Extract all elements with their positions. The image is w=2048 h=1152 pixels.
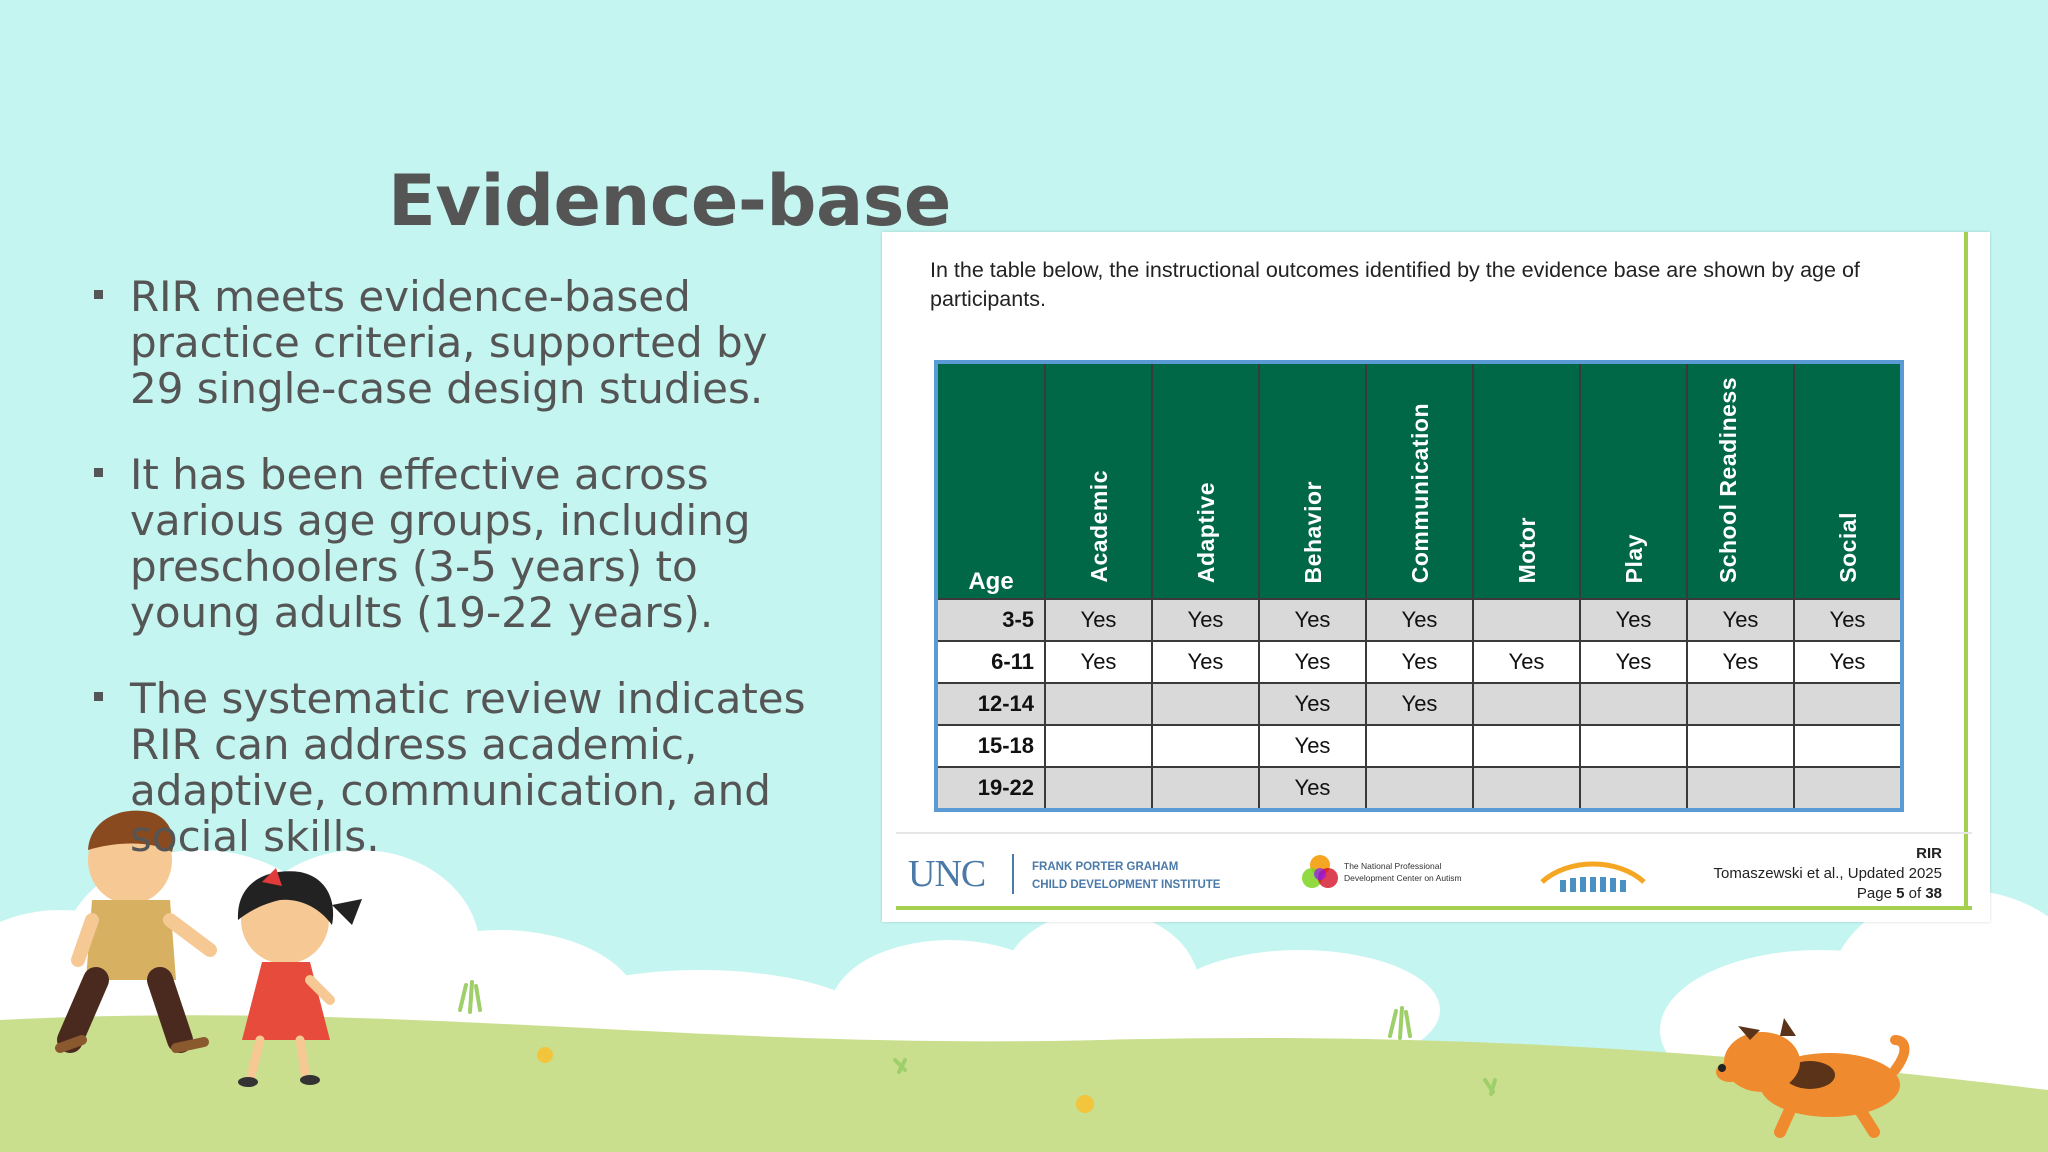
table-row: 3-5 Yes Yes Yes Yes Yes Yes Yes <box>935 598 1903 642</box>
table-cell: Yes <box>1151 598 1260 642</box>
table-cell <box>1793 724 1903 768</box>
table-cell: Yes <box>1579 598 1688 642</box>
outcomes-table: Age Academic Adaptive Behavior Communica… <box>934 360 1904 812</box>
fpg-line-1: FRANK PORTER GRAHAM <box>1032 861 1179 873</box>
table-cell: Yes <box>1472 640 1581 684</box>
table-cell: Yes <box>1365 682 1474 726</box>
table-row: 6-11 Yes Yes Yes Yes Yes Yes Yes Yes <box>935 640 1903 684</box>
header-school-readiness: School Readiness <box>1686 361 1795 600</box>
unc-logo-divider <box>1012 854 1014 894</box>
table-cell <box>1472 724 1581 768</box>
table-cell <box>1579 766 1688 811</box>
page-indicator: Page 5 of 38 <box>1856 885 1942 902</box>
bullet-item-3: The systematic review indicates RIR can … <box>90 676 830 860</box>
boy-illustration <box>55 810 217 1053</box>
age-cell: 3-5 <box>935 598 1046 642</box>
table-cell: Yes <box>1044 640 1153 684</box>
table-cell <box>1151 766 1260 811</box>
document-excerpt: In the table below, the instructional ou… <box>882 232 1990 922</box>
npdc-line-1: The National Professional <box>1344 861 1442 871</box>
header-age: Age <box>935 361 1046 600</box>
table-cell <box>1365 766 1474 811</box>
table-cell <box>1044 724 1153 768</box>
age-cell: 6-11 <box>935 640 1046 684</box>
table-cell <box>1365 724 1474 768</box>
table-cell: Yes <box>1579 640 1688 684</box>
table-cell: Yes <box>1258 724 1367 768</box>
dog-illustration <box>1716 1018 1910 1138</box>
afirm-logo <box>1540 861 1646 892</box>
bullet-list: RIR meets evidence-based practice criter… <box>90 274 830 900</box>
table-cell: Yes <box>1044 598 1153 642</box>
table-cell <box>1472 766 1581 811</box>
table-cell <box>1044 766 1153 811</box>
table-row: 12-14 Yes Yes <box>935 682 1903 726</box>
table-cell <box>1472 598 1581 642</box>
npdc-line-2: Development Center on Autism <box>1344 873 1462 883</box>
header-adaptive: Adaptive <box>1151 361 1260 600</box>
npdc-logo <box>1302 855 1338 888</box>
table-cell: Yes <box>1686 640 1795 684</box>
document-meta: RIR Tomaszewski et al., Updated 2025 Pag… <box>1714 844 1942 904</box>
cloud-illustration <box>0 850 2048 1110</box>
header-academic: Academic <box>1044 361 1153 600</box>
table-header-row: Age Academic Adaptive Behavior Communica… <box>935 361 1903 600</box>
table-cell <box>1151 724 1260 768</box>
table-cell <box>1686 766 1795 811</box>
bullet-item-2: It has been effective across various age… <box>90 452 830 636</box>
girl-illustration <box>237 868 362 1087</box>
document-border-bottom <box>896 906 1972 910</box>
header-behavior: Behavior <box>1258 361 1367 600</box>
header-motor: Motor <box>1472 361 1581 600</box>
header-communication: Communication <box>1365 361 1474 600</box>
table-cell <box>1151 682 1260 726</box>
table-cell <box>1579 724 1688 768</box>
age-cell: 15-18 <box>935 724 1046 768</box>
table-intro-text: In the table below, the instructional ou… <box>930 258 1860 311</box>
table-cell <box>1579 682 1688 726</box>
table-cell: Yes <box>1258 682 1367 726</box>
age-cell: 12-14 <box>935 682 1046 726</box>
table-cell: Yes <box>1258 640 1367 684</box>
table-row: 15-18 Yes <box>935 724 1903 768</box>
bullet-item-1: RIR meets evidence-based practice criter… <box>90 274 830 412</box>
unc-logo: UNC <box>908 853 986 895</box>
table-cell: Yes <box>1365 640 1474 684</box>
table-cell <box>1793 682 1903 726</box>
table-cell <box>1686 682 1795 726</box>
slide-title: Evidence-base <box>388 160 951 242</box>
table-cell: Yes <box>1365 598 1474 642</box>
age-cell: 19-22 <box>935 766 1046 811</box>
table-cell <box>1793 766 1903 811</box>
table-cell <box>1686 724 1795 768</box>
table-cell: Yes <box>1686 598 1795 642</box>
header-social: Social <box>1793 361 1903 600</box>
table-row: 19-22 Yes <box>935 766 1903 811</box>
table-cell <box>1472 682 1581 726</box>
table-cell: Yes <box>1151 640 1260 684</box>
header-play: Play <box>1579 361 1688 600</box>
table-cell: Yes <box>1258 598 1367 642</box>
table-cell: Yes <box>1258 766 1367 811</box>
npdc-logo-text: The National Professional Development Ce… <box>1344 860 1462 884</box>
document-border-right <box>1964 232 1968 910</box>
grass-hill <box>0 1015 2048 1152</box>
fpg-line-2: CHILD DEVELOPMENT INSTITUTE <box>1032 879 1221 891</box>
footer-divider <box>896 832 1972 834</box>
table-cell: Yes <box>1793 598 1903 642</box>
fpg-logo-text: FRANK PORTER GRAHAM CHILD DEVELOPMENT IN… <box>1032 858 1220 894</box>
meta-code: RIR <box>1916 845 1942 862</box>
table-cell: Yes <box>1793 640 1903 684</box>
table-cell <box>1044 682 1153 726</box>
meta-citation: Tomaszewski et al., Updated 2025 <box>1713 865 1942 882</box>
